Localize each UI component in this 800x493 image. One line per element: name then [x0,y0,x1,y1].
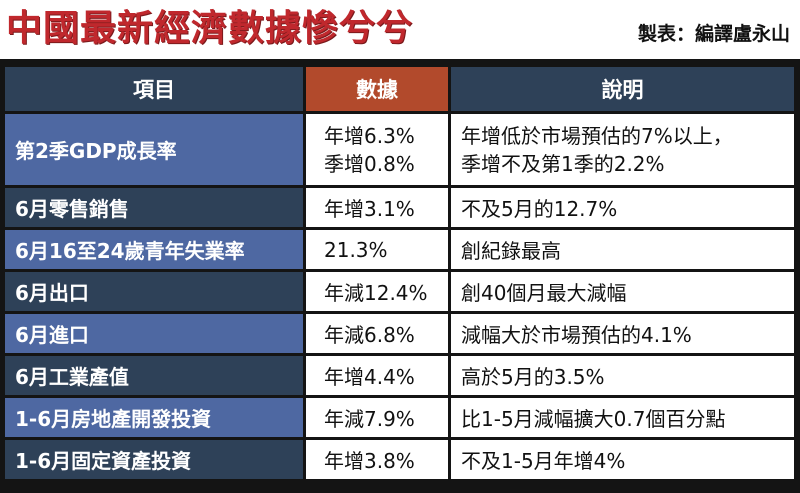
row-desc: 高於5月的3.5% [451,356,794,395]
row-data: 年減7.9% [306,398,448,437]
row-data-line: 季增0.8% [324,151,415,176]
row-desc: 不及5月的12.7% [451,188,794,227]
row-desc-line: 季增不及第1季的2.2% [461,151,665,176]
header-data: 數據 [306,67,448,111]
row-item: 6月16至24歲青年失業率 [5,230,303,269]
row-item: 1-6月固定資產投資 [5,440,303,479]
row-item: 第2季GDP成長率 [5,114,303,185]
row-item: 6月零售銷售 [5,188,303,227]
row-desc: 減幅大於市場預估的4.1% [451,314,794,353]
row-data: 年減6.8% [306,314,448,353]
data-table: 項目 數據 說明 第2季GDP成長率 年增6.3% 季增0.8% 年增低於市場預估… [0,59,800,493]
page-title: 中國最新經濟數據慘兮兮 [6,7,414,49]
row-desc: 年增低於市場預估的7%以上， 季增不及第1季的2.2% [451,114,794,185]
table-row: 6月進口 年減6.8% 減幅大於市場預估的4.1% [0,314,800,353]
table-row: 1-6月固定資產投資 年增3.8% 不及1-5月年增4% [0,440,800,479]
row-data: 21.3% [306,230,448,269]
row-item: 6月進口 [5,314,303,353]
row-desc: 不及1-5月年增4% [451,440,794,479]
row-item: 6月出口 [5,272,303,311]
table-row: 6月出口 年減12.4% 創40個月最大減幅 [0,272,800,311]
table-header-row: 項目 數據 說明 [0,67,800,111]
row-data: 年增3.1% [306,188,448,227]
row-desc-line: 年增低於市場預估的7%以上， [461,123,733,148]
row-data: 年增3.8% [306,440,448,479]
table-row: 6月零售銷售 年增3.1% 不及5月的12.7% [0,188,800,227]
row-data: 年減12.4% [306,272,448,311]
row-data: 年增4.4% [306,356,448,395]
row-desc: 創紀錄最高 [451,230,794,269]
row-desc: 創40個月最大減幅 [451,272,794,311]
table-row: 1-6月房地產開發投資 年減7.9% 比1-5月減幅擴大0.7個百分點 [0,398,800,437]
table-row: 第2季GDP成長率 年增6.3% 季增0.8% 年增低於市場預估的7%以上， 季增不… [0,114,800,185]
row-item: 6月工業產值 [5,356,303,395]
row-item: 1-6月房地產開發投資 [5,398,303,437]
credit-line: 製表：編譯盧永山 [637,23,790,45]
row-desc: 比1-5月減幅擴大0.7個百分點 [451,398,794,437]
table-row: 6月工業產值 年增4.4% 高於5月的3.5% [0,356,800,395]
table-row: 6月16至24歲青年失業率 21.3% 創紀錄最高 [0,230,800,269]
row-data-line: 年增6.3% [324,123,415,148]
header-desc: 說明 [451,67,794,111]
header-item: 項目 [5,67,303,111]
row-data: 年增6.3% 季增0.8% [306,114,448,185]
